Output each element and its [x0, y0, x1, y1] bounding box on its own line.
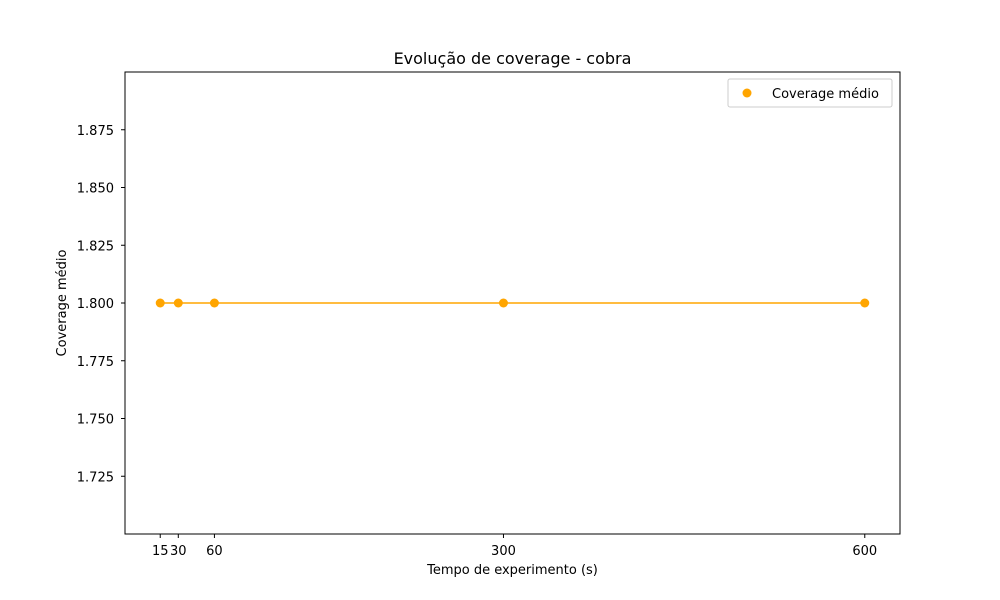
y-axis-ticks: 1.725 1.750 1.775 1.800 1.825 1.850 1.875: [77, 124, 125, 485]
y-axis-label: Coverage médio: [55, 250, 70, 357]
y-tick-label: 1.825: [77, 239, 114, 254]
y-tick-label: 1.750: [77, 413, 114, 428]
y-tick-label: 1.725: [77, 470, 114, 485]
x-tick-label: 600: [852, 544, 877, 559]
x-axis-label: Tempo de experimento (s): [426, 563, 598, 578]
y-tick-label: 1.775: [77, 355, 114, 370]
data-point: [173, 298, 183, 308]
plot-frame: [124, 71, 901, 535]
legend-marker: [742, 88, 752, 98]
data-point: [860, 298, 870, 308]
data-point: [155, 298, 165, 308]
x-tick-label: 15: [152, 544, 169, 559]
y-tick-label: 1.875: [77, 124, 114, 139]
legend: Coverage médio: [727, 78, 893, 108]
plot-area: [155, 298, 870, 308]
x-tick-label: 30: [170, 544, 187, 559]
legend-box: [727, 78, 893, 108]
x-tick-label: 60: [206, 544, 223, 559]
legend-label: Coverage médio: [772, 87, 879, 102]
data-point: [209, 298, 219, 308]
chart-title: Evolução de coverage - cobra: [394, 49, 632, 68]
y-tick-label: 1.800: [77, 297, 114, 312]
x-tick-label: 300: [491, 544, 516, 559]
y-tick-label: 1.850: [77, 182, 114, 197]
x-axis-ticks: 15 30 60 300 600: [152, 534, 877, 559]
data-point: [498, 298, 508, 308]
